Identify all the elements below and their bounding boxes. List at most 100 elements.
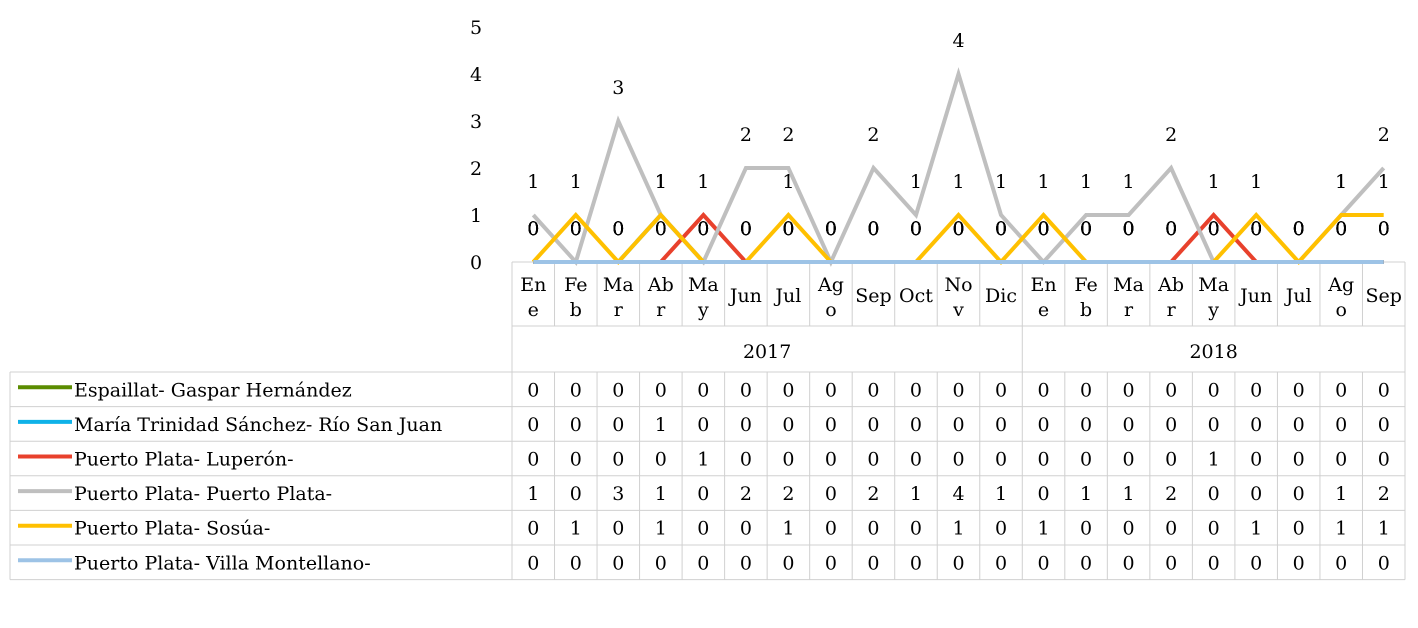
data-label: 0 — [825, 218, 837, 240]
data-label: 0 — [1080, 218, 1092, 240]
table-cell-value: 0 — [655, 552, 667, 574]
table-cell-value: 0 — [1208, 414, 1220, 436]
data-label: 1 — [1208, 171, 1220, 193]
x-tick-label: Jul — [773, 285, 801, 307]
data-label: 2 — [1165, 124, 1177, 146]
table-cell-value: 0 — [1250, 449, 1262, 471]
table-cell-value: 1 — [1123, 483, 1135, 505]
table-cell-value: 1 — [1080, 483, 1092, 505]
x-tick-label: Jun — [1238, 285, 1272, 307]
data-label: 0 — [612, 218, 624, 240]
y-tick-label: 4 — [470, 64, 482, 86]
x-tick-label: b — [570, 299, 582, 321]
data-label: 3 — [612, 77, 624, 99]
table-cell-value: 0 — [740, 518, 752, 540]
data-label: 0 — [1038, 218, 1050, 240]
x-tick-label: r — [1124, 299, 1134, 321]
data-label: 0 — [1165, 218, 1177, 240]
table-cell-value: 0 — [1250, 414, 1262, 436]
x-tick-label: Ma — [688, 274, 719, 296]
table-cell-value: 0 — [612, 449, 624, 471]
table-cell-value: 0 — [655, 449, 667, 471]
year-group-label: 2018 — [1189, 341, 1237, 363]
data-label: 1 — [1335, 171, 1347, 193]
data-label: 0 — [1293, 218, 1305, 240]
data-label: 0 — [740, 218, 752, 240]
data-label: 0 — [952, 218, 964, 240]
data-label: 2 — [740, 124, 752, 146]
data-label: 0 — [1335, 218, 1347, 240]
table-cell-value: 0 — [697, 552, 709, 574]
data-label: 0 — [825, 218, 837, 240]
table-cell-value: 0 — [1080, 552, 1092, 574]
series-line — [531, 212, 1384, 265]
table-cell-value: 0 — [867, 518, 879, 540]
data-table-grid — [9, 261, 1406, 581]
table-cell-value: 0 — [1250, 379, 1262, 401]
data-label: 0 — [1123, 218, 1135, 240]
data-label: 0 — [1123, 218, 1135, 240]
table-cell-value: 1 — [1250, 518, 1262, 540]
table-cell-value: 0 — [1165, 449, 1177, 471]
data-label: 0 — [1335, 218, 1347, 240]
table-cell-value: 0 — [1293, 379, 1305, 401]
data-label: 0 — [867, 218, 879, 240]
x-tick-label: y — [1207, 299, 1219, 321]
table-cell-value: 0 — [527, 449, 539, 471]
x-tick-label: e — [1038, 299, 1049, 321]
table-cell-value: 0 — [570, 552, 582, 574]
table-cell-value: 0 — [782, 552, 794, 574]
data-label: 0 — [612, 218, 624, 240]
data-label: 0 — [1250, 218, 1262, 240]
data-label: 0 — [1165, 218, 1177, 240]
table-cell-value: 2 — [867, 483, 879, 505]
x-tick-label: Fe — [564, 274, 587, 296]
table-cell-value: 3 — [612, 483, 624, 505]
data-label: 0 — [952, 218, 964, 240]
table-cell-value: 0 — [570, 414, 582, 436]
data-label: 0 — [527, 218, 539, 240]
table-cell-value: 0 — [1165, 414, 1177, 436]
series-lines — [531, 67, 1386, 267]
table-cell-value: 0 — [1038, 483, 1050, 505]
table-cell-value: 1 — [1038, 518, 1050, 540]
table-cell-value: 0 — [995, 414, 1007, 436]
data-label: 1 — [1080, 171, 1092, 193]
table-cell-value: 0 — [527, 518, 539, 540]
table-cell-value: 0 — [867, 449, 879, 471]
table-cell-value: 0 — [740, 449, 752, 471]
table-cell-value: 0 — [612, 414, 624, 436]
data-label: 0 — [697, 218, 709, 240]
data-label: 0 — [782, 218, 794, 240]
table-cell-value: 1 — [1378, 518, 1390, 540]
data-label: 0 — [1208, 218, 1220, 240]
data-label: 1 — [1250, 171, 1262, 193]
data-label: 0 — [740, 218, 752, 240]
data-label: 1 — [655, 171, 667, 193]
data-label: 0 — [867, 218, 879, 240]
table-cell-value: 1 — [1335, 518, 1347, 540]
legend-label: Puerto Plata- Sosúa- — [74, 518, 270, 540]
table-cell-value: 1 — [570, 518, 582, 540]
x-tick-label: Ag — [817, 274, 844, 296]
table-cell-value: 0 — [1123, 414, 1135, 436]
data-label: 0 — [527, 218, 539, 240]
data-label: 1 — [697, 171, 709, 193]
table-cell-value: 0 — [740, 552, 752, 574]
data-label: 1 — [910, 171, 922, 193]
data-label: 0 — [1250, 218, 1262, 240]
table-cell-value: 0 — [952, 379, 964, 401]
data-label: 0 — [910, 218, 922, 240]
data-label: 0 — [1080, 218, 1092, 240]
table-cell-value: 0 — [1250, 552, 1262, 574]
data-label: 0 — [570, 218, 582, 240]
table-cell-value: 0 — [527, 552, 539, 574]
table-cell-value: 0 — [1038, 552, 1050, 574]
data-label: 0 — [910, 218, 922, 240]
table-cell-value: 0 — [867, 379, 879, 401]
table-cell-value: 1 — [995, 483, 1007, 505]
table-cell-value: 0 — [1378, 552, 1390, 574]
table-cell-value: 0 — [612, 552, 624, 574]
table-cell-value: 0 — [1293, 449, 1305, 471]
table-cell-value: 0 — [1293, 552, 1305, 574]
